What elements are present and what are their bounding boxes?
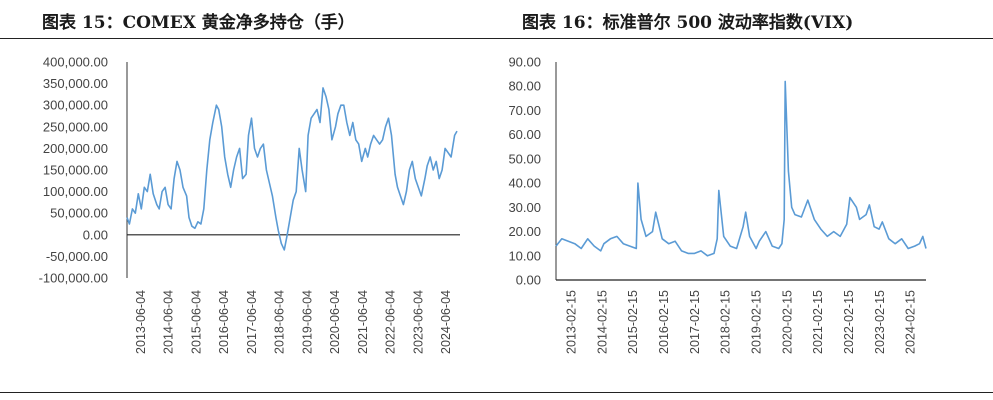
left-y-tick-label: 400,000.00 (43, 55, 108, 70)
left-y-tick-label: -50,000.00 (46, 249, 108, 264)
left-y-tick-label: 200,000.00 (43, 141, 108, 156)
left-x-tick-label: 2013-06-04 (134, 290, 148, 354)
right-x-tick-label: 2016-02-15 (657, 290, 671, 354)
right-x-tick-label: 2020-02-15 (780, 290, 794, 354)
left-x-tick-label: 2018-06-04 (273, 290, 287, 354)
left-y-tick-label: 100,000.00 (43, 184, 108, 199)
left-x-tick-label: 2024-06-04 (439, 290, 453, 354)
right-y-tick-label: 50.00 (508, 151, 541, 166)
right-x-tick-label: 2015-02-15 (626, 290, 640, 354)
left-x-tick-label: 2022-06-04 (384, 290, 398, 354)
bottom-rule (0, 392, 993, 393)
left-x-tick-label: 2020-06-04 (328, 290, 342, 354)
top-rule (0, 38, 993, 39)
left-x-tick-label: 2017-06-04 (245, 290, 259, 354)
right-y-tick-label: 0.00 (516, 273, 541, 288)
left-x-tick-label: 2014-06-04 (162, 290, 176, 354)
right-x-tick-label: 2013-02-15 (564, 290, 578, 354)
right-y-tick-label: 70.00 (508, 103, 541, 118)
left-y-tick-label: 150,000.00 (43, 163, 108, 178)
right-y-tick-label: 10.00 (508, 248, 541, 263)
left-x-tick-label: 2016-06-04 (217, 290, 231, 354)
right-x-tick-label: 2019-02-15 (749, 290, 763, 354)
left-chart-title: 图表 15：COMEX 黄金净多持仓（手） (42, 13, 355, 33)
right-chart-title: 图表 16：标准普尔 500 波动率指数(VIX) (522, 13, 854, 33)
left-y-tick-label: 50,000.00 (50, 206, 108, 221)
right-x-tick-label: 2018-02-15 (719, 290, 733, 354)
right-y-tick-label: 90.00 (508, 55, 541, 70)
right-series-line (555, 80, 927, 257)
right-y-tick-label: 40.00 (508, 176, 541, 191)
left-x-tick-label: 2015-06-04 (189, 290, 203, 354)
right-x-tick-label: 2017-02-15 (688, 290, 702, 354)
right-x-tick-label: 2023-02-15 (873, 290, 887, 354)
left-y-tick-label: 250,000.00 (43, 119, 108, 134)
left-y-tick-label: 350,000.00 (43, 76, 108, 91)
left-series-line (126, 87, 458, 251)
left-x-tick-label: 2023-06-04 (411, 290, 425, 354)
right-x-tick-label: 2014-02-15 (595, 290, 609, 354)
left-x-tick-label: 2021-06-04 (356, 290, 370, 354)
right-x-tick-label: 2021-02-15 (811, 290, 825, 354)
right-y-tick-label: 30.00 (508, 200, 541, 215)
left-y-tick-label: 300,000.00 (43, 98, 108, 113)
left-y-tick-label: 0.00 (83, 227, 108, 242)
left-x-tick-label: 2019-06-04 (300, 290, 314, 354)
right-x-tick-label: 2022-02-15 (842, 290, 856, 354)
right-y-tick-label: 60.00 (508, 127, 541, 142)
right-y-tick-label: 20.00 (508, 224, 541, 239)
left-y-tick-label: -100,000.00 (39, 271, 108, 286)
right-x-tick-label: 2024-02-15 (904, 290, 918, 354)
right-y-tick-label: 80.00 (508, 79, 541, 94)
